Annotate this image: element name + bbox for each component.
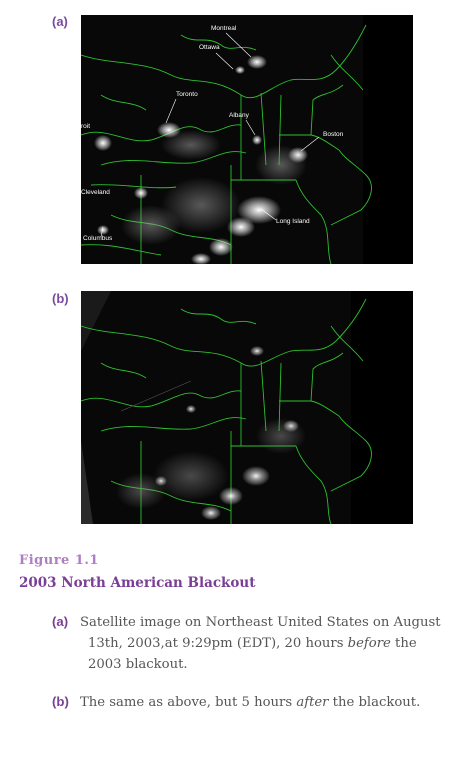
- caption-b-text-1: The same as above, but 5 hours: [80, 695, 297, 710]
- city-label-cleveland: Cleveland: [81, 189, 110, 196]
- city-label-detroit: roit: [81, 123, 90, 130]
- caption-a-text-1: Satellite image on Northeast United Stat…: [80, 615, 441, 651]
- panel-a-label: (a): [52, 14, 68, 29]
- caption-b-tag: (b): [52, 694, 69, 709]
- caption-a-emphasis: before: [347, 636, 391, 651]
- caption-b-emphasis: after: [296, 695, 329, 710]
- figure-title: 2003 North American Blackout: [19, 575, 256, 591]
- city-label-columbus: Columbus: [83, 235, 113, 242]
- panel-b-label: (b): [52, 291, 69, 306]
- satellite-image-after: [81, 291, 413, 524]
- city-label-long-island: Long Island: [276, 218, 310, 225]
- city-label-montreal: Montreal: [211, 25, 237, 32]
- city-label-ottawa: Ottawa: [199, 44, 220, 51]
- satellite-image-before: Montreal Ottawa Toronto Albany roit Bost…: [81, 15, 413, 264]
- city-label-boston: Boston: [323, 131, 344, 138]
- figure-number: Figure 1.1: [19, 553, 99, 568]
- caption-a-tag: (a): [52, 614, 69, 629]
- city-label-toronto: Toronto: [176, 91, 198, 98]
- caption-b: (b) The same as above, but 5 hours after …: [52, 691, 450, 713]
- night-lights-map-before: Montreal Ottawa Toronto Albany roit Bost…: [81, 15, 413, 264]
- night-lights-map-after: [81, 291, 413, 524]
- caption-a: (a) Satellite image on Northeast United S…: [52, 611, 450, 675]
- caption-a-text-2: the 2003 blackout.: [88, 636, 417, 672]
- caption-b-text-2: the blackout.: [328, 695, 421, 710]
- city-label-albany: Albany: [229, 112, 250, 119]
